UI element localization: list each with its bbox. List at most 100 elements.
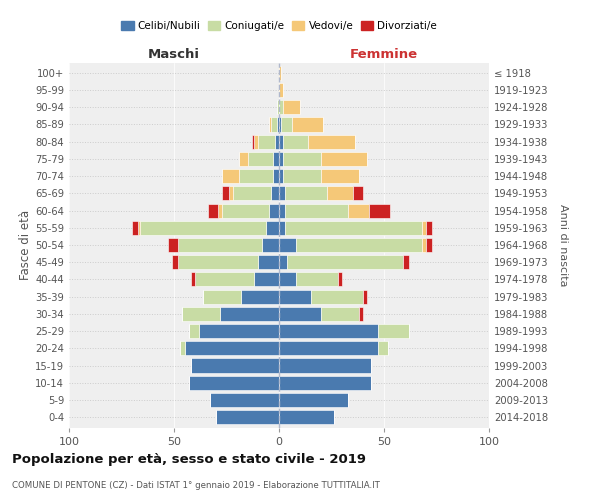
- Bar: [279, 169, 283, 183]
- Bar: [254, 272, 279, 286]
- Bar: [426, 220, 432, 235]
- Bar: [223, 169, 239, 183]
- Bar: [279, 118, 281, 132]
- Bar: [185, 341, 279, 355]
- Bar: [279, 307, 321, 321]
- Bar: [279, 220, 286, 235]
- Bar: [258, 134, 275, 149]
- Bar: [283, 152, 321, 166]
- Bar: [241, 290, 279, 304]
- Bar: [279, 83, 283, 97]
- Bar: [140, 220, 266, 235]
- Text: COMUNE DI PENTONE (CZ) - Dati ISTAT 1° gennaio 2019 - Elaborazione TUTTITALIA.IT: COMUNE DI PENTONE (CZ) - Dati ISTAT 1° g…: [12, 481, 380, 490]
- Bar: [279, 152, 283, 166]
- Bar: [181, 341, 185, 355]
- Bar: [403, 255, 409, 270]
- Bar: [287, 255, 403, 270]
- Bar: [275, 134, 279, 149]
- Bar: [422, 220, 426, 235]
- Bar: [286, 204, 348, 218]
- Bar: [223, 204, 269, 218]
- Bar: [229, 186, 233, 200]
- Bar: [328, 186, 353, 200]
- Bar: [378, 341, 388, 355]
- Bar: [292, 118, 323, 132]
- Bar: [296, 272, 338, 286]
- Bar: [279, 324, 378, 338]
- Bar: [223, 186, 229, 200]
- Bar: [271, 186, 279, 200]
- Bar: [233, 186, 271, 200]
- Bar: [178, 238, 262, 252]
- Bar: [239, 152, 248, 166]
- Bar: [286, 186, 328, 200]
- Bar: [239, 169, 272, 183]
- Bar: [353, 186, 363, 200]
- Bar: [172, 255, 178, 270]
- Bar: [279, 100, 283, 114]
- Bar: [220, 307, 279, 321]
- Bar: [272, 152, 279, 166]
- Bar: [279, 134, 283, 149]
- Bar: [426, 238, 432, 252]
- Bar: [321, 169, 359, 183]
- Bar: [321, 152, 367, 166]
- Bar: [283, 169, 321, 183]
- Bar: [266, 220, 279, 235]
- Text: Popolazione per età, sesso e stato civile - 2019: Popolazione per età, sesso e stato civil…: [12, 452, 366, 466]
- Bar: [168, 238, 178, 252]
- Bar: [363, 290, 367, 304]
- Bar: [139, 220, 140, 235]
- Bar: [195, 272, 254, 286]
- Bar: [378, 324, 409, 338]
- Bar: [199, 324, 279, 338]
- Bar: [191, 272, 195, 286]
- Bar: [258, 255, 279, 270]
- Bar: [189, 376, 279, 390]
- Bar: [279, 255, 287, 270]
- Bar: [279, 393, 348, 407]
- Bar: [216, 410, 279, 424]
- Bar: [218, 204, 223, 218]
- Bar: [269, 118, 271, 132]
- Bar: [279, 341, 378, 355]
- Bar: [338, 272, 342, 286]
- Bar: [210, 393, 279, 407]
- Bar: [279, 66, 281, 80]
- Bar: [203, 290, 241, 304]
- Y-axis label: Fasce di età: Fasce di età: [19, 210, 32, 280]
- Bar: [279, 186, 286, 200]
- Bar: [279, 358, 371, 372]
- Bar: [279, 376, 371, 390]
- Bar: [348, 204, 369, 218]
- Bar: [369, 204, 390, 218]
- Bar: [252, 134, 254, 149]
- Bar: [279, 272, 296, 286]
- Bar: [359, 307, 363, 321]
- Bar: [254, 134, 258, 149]
- Bar: [422, 238, 426, 252]
- Bar: [271, 118, 277, 132]
- Bar: [283, 134, 308, 149]
- Bar: [191, 358, 279, 372]
- Y-axis label: Anni di nascita: Anni di nascita: [558, 204, 568, 286]
- Bar: [262, 238, 279, 252]
- Text: Maschi: Maschi: [148, 48, 200, 61]
- Bar: [296, 238, 422, 252]
- Bar: [189, 324, 199, 338]
- Legend: Celibi/Nubili, Coniugati/e, Vedovi/e, Divorziati/e: Celibi/Nubili, Coniugati/e, Vedovi/e, Di…: [117, 16, 441, 35]
- Bar: [182, 307, 220, 321]
- Bar: [269, 204, 279, 218]
- Bar: [277, 100, 279, 114]
- Bar: [272, 169, 279, 183]
- Bar: [283, 100, 300, 114]
- Bar: [281, 118, 292, 132]
- Bar: [279, 290, 311, 304]
- Bar: [279, 204, 286, 218]
- Bar: [311, 290, 363, 304]
- Bar: [277, 118, 279, 132]
- Bar: [248, 152, 272, 166]
- Bar: [178, 255, 258, 270]
- Bar: [286, 220, 422, 235]
- Bar: [308, 134, 355, 149]
